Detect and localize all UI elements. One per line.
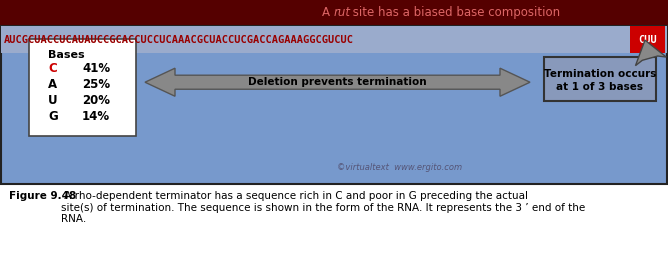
Text: site has a biased base composition: site has a biased base composition	[349, 6, 560, 19]
Text: Bases: Bases	[48, 50, 85, 60]
FancyBboxPatch shape	[544, 57, 656, 101]
Text: at 1 of 3 bases: at 1 of 3 bases	[556, 82, 643, 92]
Text: CUU: CUU	[638, 35, 657, 45]
Text: A: A	[48, 78, 57, 91]
Text: A: A	[322, 6, 334, 19]
Text: ©virtualtext  www.ergito.com: ©virtualtext www.ergito.com	[337, 163, 462, 172]
Bar	[0, 0, 668, 25]
Bar	[630, 26, 665, 53]
Text: Deletion prevents termination: Deletion prevents termination	[248, 77, 427, 87]
Text: AUCGCUACCUCAUAUCCGCACCUCCUCAAACGCUACCUCGACCAGAAAGGCGUCUC: AUCGCUACCUCAUAUCCGCACCUCCUCAAACGCUACCUCG…	[4, 35, 354, 45]
FancyBboxPatch shape	[29, 39, 136, 136]
Text: 20%: 20%	[82, 94, 110, 107]
Polygon shape	[145, 68, 530, 96]
Text: rut: rut	[334, 6, 351, 19]
Text: G: G	[48, 110, 57, 123]
Text: C: C	[48, 62, 57, 75]
Bar	[1, 26, 667, 53]
Text: A rho-dependent terminator has a sequence rich in C and poor in G preceding the : A rho-dependent terminator has a sequenc…	[61, 191, 585, 224]
Polygon shape	[635, 40, 666, 66]
Text: U: U	[48, 94, 57, 107]
Text: 14%: 14%	[82, 110, 110, 123]
Text: 25%: 25%	[82, 78, 110, 91]
Text: Figure 9.48: Figure 9.48	[9, 191, 76, 201]
Text: 41%: 41%	[82, 62, 110, 75]
Bar	[1, 26, 667, 184]
Text: Termination occurs: Termination occurs	[544, 69, 656, 79]
